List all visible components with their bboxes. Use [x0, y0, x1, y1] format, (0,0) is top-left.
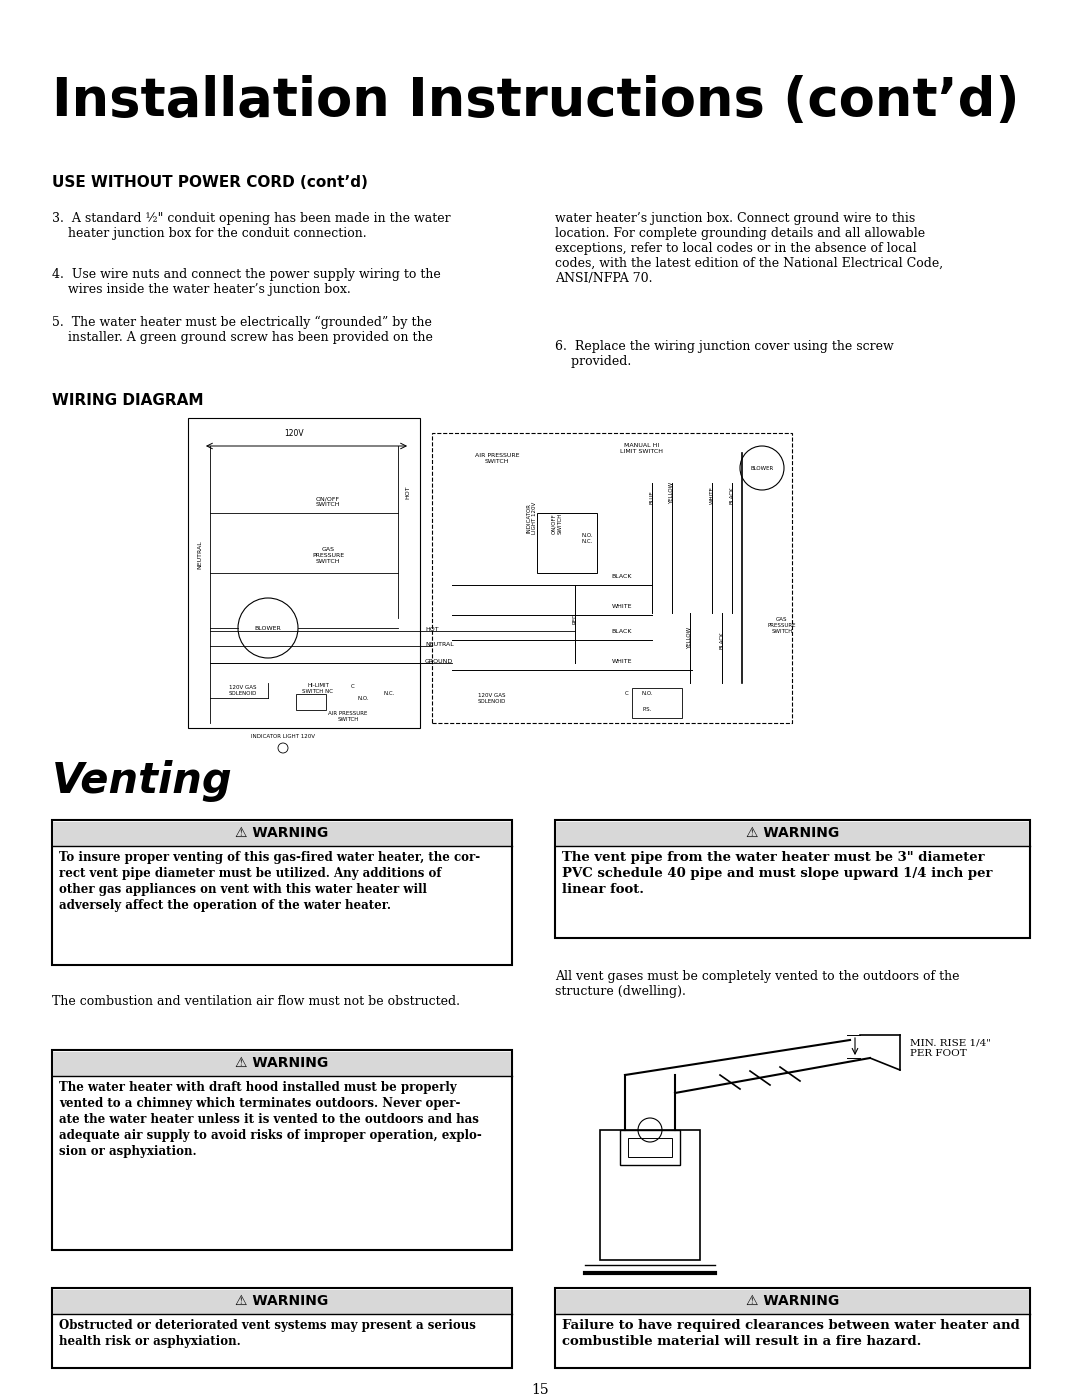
Text: The combustion and ventilation air flow must not be obstructed.: The combustion and ventilation air flow … [52, 995, 460, 1009]
Text: ⚠ WARNING: ⚠ WARNING [235, 826, 328, 840]
Text: AIR PRESSURE
SWITCH: AIR PRESSURE SWITCH [475, 453, 519, 465]
Text: AIR PRESSURE
SWITCH: AIR PRESSURE SWITCH [328, 711, 367, 723]
Bar [432, 432, 792, 723]
Text: BLOWER: BLOWER [255, 625, 282, 631]
Text: P.S.: P.S. [643, 707, 651, 711]
Text: RED: RED [572, 612, 578, 624]
Bar [53, 822, 511, 847]
Text: Obstructed or deteriorated vent systems may present a serious
health risk or asp: Obstructed or deteriorated vent systems … [59, 1320, 476, 1348]
Text: WHITE: WHITE [611, 658, 632, 664]
Text: Failure to have required clearances between water heater and
combustible materia: Failure to have required clearances betw… [562, 1320, 1020, 1348]
Bar [52, 820, 512, 965]
Text: MANUAL HI
LIMIT SWITCH: MANUAL HI LIMIT SWITCH [621, 444, 663, 453]
Text: BLUE: BLUE [649, 490, 654, 504]
Text: 120V: 120V [284, 430, 303, 438]
Text: N.C.: N.C. [383, 691, 394, 696]
Bar [537, 513, 597, 573]
Bar [53, 1052, 511, 1077]
Text: USE WITHOUT POWER CORD (cont’d): USE WITHOUT POWER CORD (cont’d) [52, 174, 368, 190]
Text: ⚠ WARNING: ⚠ WARNING [746, 1295, 839, 1309]
Text: 3.  A standard ½" conduit opening has been made in the water
    heater junction: 3. A standard ½" conduit opening has bee… [52, 212, 450, 240]
Bar [620, 1130, 680, 1165]
Bar [556, 822, 1029, 847]
Text: N.O.: N.O. [357, 696, 369, 702]
Text: INDICATOR LIGHT 120V: INDICATOR LIGHT 120V [251, 734, 315, 739]
Text: 15: 15 [531, 1382, 549, 1395]
Text: MIN. RISE 1/4"
PER FOOT: MIN. RISE 1/4" PER FOOT [910, 1038, 991, 1057]
Text: N.O.: N.O. [642, 691, 652, 696]
Text: To insure proper venting of this gas-fired water heater, the cor-
rect vent pipe: To insure proper venting of this gas-fir… [59, 851, 481, 912]
Bar [556, 1290, 1029, 1315]
Bar [53, 1290, 511, 1315]
Text: HOT: HOT [426, 626, 438, 632]
Bar [555, 820, 1030, 937]
Text: WHITE: WHITE [611, 604, 632, 610]
Text: Installation Instructions (cont’d): Installation Instructions (cont’d) [52, 75, 1020, 127]
Text: 4.  Use wire nuts and connect the power supply wiring to the
    wires inside th: 4. Use wire nuts and connect the power s… [52, 268, 441, 296]
Text: BLACK: BLACK [729, 487, 734, 504]
Bar [296, 693, 326, 710]
Bar [188, 418, 420, 728]
Text: C: C [351, 684, 354, 689]
Text: The water heater with draft hood installed must be properly
vented to a chimney : The water heater with draft hood install… [59, 1081, 482, 1158]
Text: ⚠ WARNING: ⚠ WARNING [746, 826, 839, 840]
Text: GAS
PRESSURE
SWITCH: GAS PRESSURE SWITCH [768, 618, 796, 633]
Bar [52, 1050, 512, 1250]
Text: BLACK: BLACK [719, 632, 725, 649]
Text: 120V GAS
SOLENOID: 120V GAS SOLENOID [229, 685, 257, 696]
Text: WIRING DIAGRAM: WIRING DIAGRAM [52, 393, 203, 407]
Text: BLOWER: BLOWER [751, 466, 773, 470]
Text: WHITE: WHITE [710, 485, 715, 504]
Text: 6.  Replace the wiring junction cover using the screw
    provided.: 6. Replace the wiring junction cover usi… [555, 340, 894, 368]
Text: HOT: HOT [405, 485, 410, 499]
Text: GAS
PRESSURE
SWITCH: GAS PRESSURE SWITCH [312, 547, 345, 564]
Text: NEUTRAL: NEUTRAL [198, 540, 203, 569]
Bar [52, 1288, 512, 1368]
Text: All vent gases must be completely vented to the outdoors of the
structure (dwell: All vent gases must be completely vented… [555, 970, 959, 997]
Text: N.O.
N.C.: N.O. N.C. [581, 533, 593, 544]
Text: YELLOW: YELLOW [670, 481, 675, 504]
Text: 120V GAS
SOLENOID: 120V GAS SOLENOID [477, 693, 507, 704]
Bar [555, 1288, 1030, 1368]
Text: BLACK: BLACK [611, 629, 632, 633]
Text: ⚠ WARNING: ⚠ WARNING [235, 1056, 328, 1070]
Text: YELLOW: YELLOW [688, 626, 692, 649]
Text: GROUND: GROUND [426, 658, 454, 664]
Text: BLACK: BLACK [611, 573, 632, 579]
Text: water heater’s junction box. Connect ground wire to this
location. For complete : water heater’s junction box. Connect gro… [555, 212, 943, 285]
Text: NEUTRAL: NEUTRAL [426, 642, 454, 647]
Text: ⚠ WARNING: ⚠ WARNING [235, 1295, 328, 1309]
Text: INDICATOR
LIGHT 120V: INDICATOR LIGHT 120V [527, 502, 538, 534]
Text: Venting: Venting [52, 760, 232, 802]
Bar [632, 688, 681, 718]
Text: ON/OFF
SWITCH: ON/OFF SWITCH [552, 512, 563, 534]
Text: C: C [625, 691, 629, 696]
Text: The vent pipe from the water heater must be 3" diameter
PVC schedule 40 pipe and: The vent pipe from the water heater must… [562, 851, 993, 896]
Text: ON/OFF
SWITCH: ON/OFF SWITCH [315, 497, 340, 506]
Bar [600, 1130, 700, 1260]
Text: 5.  The water heater must be electrically “grounded” by the
    installer. A gre: 5. The water heater must be electrically… [52, 317, 433, 345]
Text: HI-LIMIT
SWITCH NC: HI-LIMIT SWITCH NC [302, 684, 334, 693]
Bar [627, 1138, 672, 1156]
